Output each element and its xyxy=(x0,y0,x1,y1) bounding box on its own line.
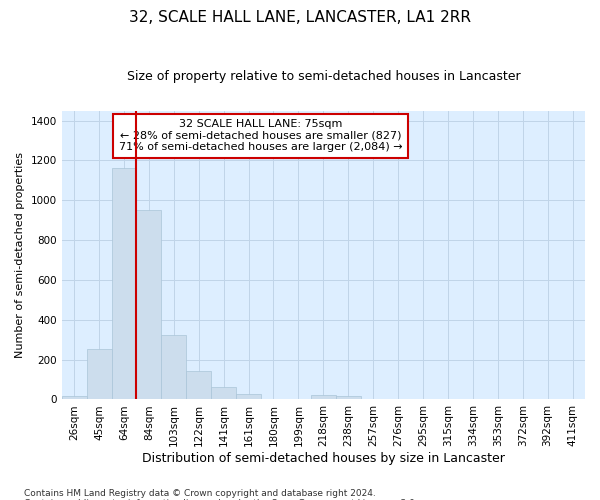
Bar xyxy=(136,210,161,400)
Bar xyxy=(86,348,112,400)
Bar xyxy=(211,386,236,400)
Title: Size of property relative to semi-detached houses in Lancaster: Size of property relative to semi-detach… xyxy=(127,70,520,83)
Text: 32, SCALE HALL LANE, LANCASTER, LA1 2RR: 32, SCALE HALL LANE, LANCASTER, LA1 2RR xyxy=(129,10,471,25)
Text: 32 SCALE HALL LANE: 75sqm
← 28% of semi-detached houses are smaller (827)
71% of: 32 SCALE HALL LANE: 75sqm ← 28% of semi-… xyxy=(119,119,403,152)
Y-axis label: Number of semi-detached properties: Number of semi-detached properties xyxy=(15,152,25,358)
Bar xyxy=(186,370,211,400)
Bar xyxy=(62,396,86,400)
Bar xyxy=(236,394,261,400)
Bar xyxy=(336,396,361,400)
Text: Contains public sector information licensed under the Open Government Licence v3: Contains public sector information licen… xyxy=(24,498,418,500)
Text: Contains HM Land Registry data © Crown copyright and database right 2024.: Contains HM Land Registry data © Crown c… xyxy=(24,488,376,498)
Bar xyxy=(311,396,336,400)
Bar xyxy=(112,168,136,400)
X-axis label: Distribution of semi-detached houses by size in Lancaster: Distribution of semi-detached houses by … xyxy=(142,452,505,465)
Bar xyxy=(161,334,186,400)
